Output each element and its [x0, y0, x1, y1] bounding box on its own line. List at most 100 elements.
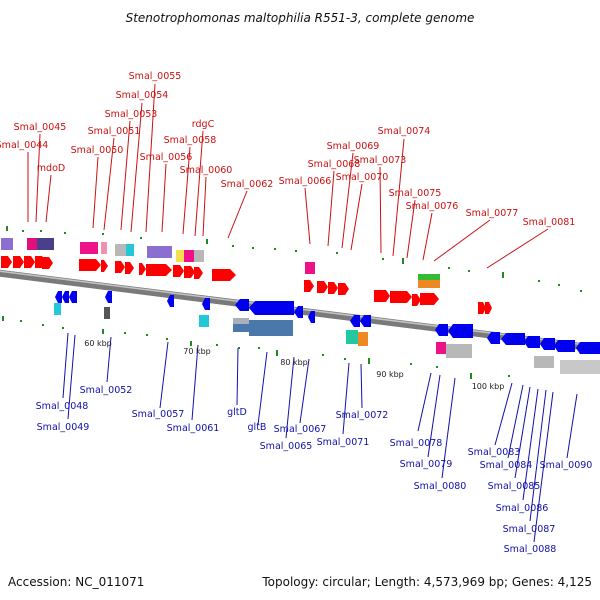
gene-arrow — [485, 302, 492, 314]
gene-arrow — [212, 269, 236, 281]
gene-arrow — [294, 306, 303, 318]
feature-box — [104, 307, 110, 319]
scale-label: 60 kbp — [84, 339, 112, 348]
feature-box — [147, 246, 172, 258]
gene-arrow — [173, 265, 184, 277]
gene-arrow — [420, 293, 439, 305]
gene-arrow — [202, 298, 210, 310]
gene-arrow — [374, 290, 390, 302]
gene-label: Smal_0052 — [80, 385, 133, 396]
feature-box — [101, 242, 107, 254]
gene-label: Smal_0058 — [164, 135, 217, 146]
gene-arrow — [249, 301, 294, 315]
gene-label: Smal_0049 — [37, 422, 90, 433]
gene-label: Smal_0054 — [116, 90, 169, 101]
gene-label: Smal_0057 — [132, 409, 185, 420]
gene-arrow — [24, 256, 35, 268]
gene-arrow — [167, 295, 174, 307]
gene-arrow — [328, 282, 338, 294]
gene-label: Smal_0087 — [503, 524, 556, 535]
forward-leader-lines — [27, 83, 549, 269]
gene-label: Smal_0071 — [317, 437, 370, 448]
gene-label: Smal_0080 — [414, 481, 467, 492]
gene-arrow — [105, 291, 112, 303]
gene-label: mdoD — [37, 163, 65, 174]
gene-arrow — [317, 281, 328, 293]
feature-box — [418, 274, 440, 280]
feature-box — [199, 315, 209, 327]
gene-label: Smal_0045 — [14, 122, 67, 133]
gene-arrow — [13, 256, 24, 268]
outer-tick-row-forward — [6, 226, 582, 292]
gene-arrow — [79, 259, 101, 271]
gene-arrow — [139, 263, 146, 275]
reverse-genes — [55, 291, 600, 354]
feature-box — [358, 332, 368, 346]
feature-box — [194, 250, 204, 262]
gene-label: Smal_0084 — [480, 460, 533, 471]
gene-label: gltB — [248, 422, 267, 433]
feature-box — [233, 318, 249, 324]
gene-arrow — [524, 336, 540, 348]
gene-label: Smal_0081 — [523, 217, 576, 228]
gene-label: Smal_0077 — [466, 208, 519, 219]
gene-arrow — [540, 338, 555, 350]
gene-label: Smal_0079 — [400, 459, 453, 470]
scale-labels: 60 kbp 70 kbp 80 kbp 90 kbp 100 kbp — [84, 339, 504, 391]
feature-box — [37, 238, 54, 250]
gene-label: Smal_0083 — [468, 447, 521, 458]
feature-box — [233, 324, 249, 332]
gene-arrow — [42, 257, 53, 269]
gene-arrow — [338, 283, 349, 295]
gene-arrow — [125, 262, 134, 274]
gene-arrow — [55, 291, 62, 303]
feature-box — [418, 280, 440, 288]
gene-label: Smal_0060 — [180, 165, 233, 176]
feature-box — [436, 342, 446, 354]
gene-arrow — [62, 291, 69, 303]
gene-label: Smal_0075 — [389, 188, 442, 199]
gene-arrow — [69, 291, 77, 303]
topology-text: Topology: circular; Length: 4,573,969 bp… — [261, 575, 592, 589]
gene-label: Smal_0078 — [390, 438, 443, 449]
forward-genes — [1, 256, 492, 314]
feature-box — [184, 250, 194, 262]
gene-arrow — [350, 315, 360, 327]
gene-arrow — [184, 266, 195, 278]
forward-gene-labels: Smal_0044 Smal_0045 mdoD Smal_0050 Smal_0051… — [0, 71, 575, 228]
gene-label: Smal_0068 — [308, 159, 361, 170]
gene-label: Smal_0085 — [488, 481, 541, 492]
gene-label: Smal_0072 — [336, 410, 389, 421]
gene-arrow — [194, 267, 203, 279]
feature-box — [54, 303, 61, 315]
feature-box — [27, 238, 37, 250]
gene-label: Smal_0055 — [129, 71, 182, 82]
feature-box — [1, 238, 13, 250]
gene-arrow — [435, 324, 448, 336]
forward-non-cds-features — [1, 238, 440, 288]
feature-box — [115, 244, 127, 256]
feature-box — [560, 360, 600, 374]
gene-arrow — [412, 294, 421, 306]
gene-arrow — [554, 340, 575, 352]
reverse-gene-labels: Smal_0048 Smal_0049 Smal_0052 Smal_0057 Smal… — [36, 385, 593, 555]
outer-tick-row-reverse — [2, 316, 510, 379]
gene-label: Smal_0074 — [378, 126, 431, 137]
accession-text: Accession: NC_011071 — [8, 575, 144, 589]
gene-label: Smal_0056 — [140, 152, 193, 163]
scale-label: 100 kbp — [472, 382, 505, 391]
gene-arrow — [501, 333, 525, 345]
gene-arrow — [478, 302, 486, 314]
gene-label: Smal_0062 — [221, 179, 274, 190]
map-title: Stenotrophomonas maltophilia R551-3, com… — [126, 11, 475, 25]
gene-arrow — [1, 256, 12, 268]
reverse-leader-lines — [62, 332, 578, 543]
gene-arrow — [235, 299, 249, 311]
gene-arrow — [576, 342, 600, 354]
feature-box — [446, 344, 472, 358]
feature-box — [176, 250, 184, 262]
gene-label: Smal_0076 — [406, 201, 459, 212]
gene-arrow — [487, 332, 500, 344]
feature-box — [346, 330, 358, 344]
